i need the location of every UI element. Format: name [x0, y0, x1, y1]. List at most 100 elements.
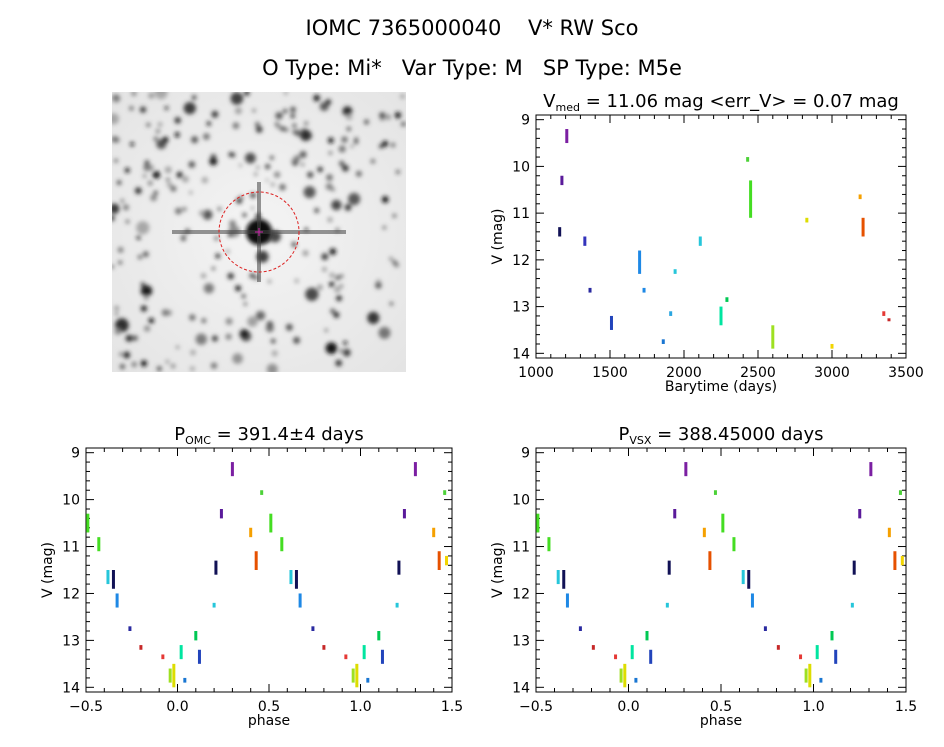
sky-star [140, 282, 145, 287]
sky-star [136, 235, 141, 240]
sky-star [195, 333, 207, 345]
sky-star [333, 312, 340, 318]
sky-star [400, 94, 405, 99]
sky-star [157, 122, 163, 127]
lc-phase-omc-title: POMC = 391.4±4 days [174, 424, 364, 447]
sky-star [325, 183, 333, 190]
lc-phase-vsx-data-point [649, 649, 653, 664]
lc-phase-omc-data-point [214, 560, 218, 575]
sky-star [189, 190, 193, 195]
lc-time-ytick-label: 12 [512, 253, 530, 269]
sky-star [174, 117, 181, 124]
sky-star [367, 311, 380, 324]
figure-title-star-id: IOMC 7365000040 V* RW Sco [305, 16, 639, 40]
sky-star [330, 308, 336, 314]
lc-phase-omc-data-point [97, 537, 101, 552]
sky-star [348, 192, 361, 206]
lc-time-data-point [583, 236, 587, 246]
lc-phase-omc-data-point [311, 626, 315, 631]
lc-phase-vsx-data-point [565, 593, 569, 608]
lc-time-data-point [725, 297, 729, 302]
sky-star [252, 108, 256, 113]
sky-star [182, 207, 187, 212]
lc-phase-omc-data-point [298, 593, 302, 608]
sky-star [241, 294, 246, 299]
sky-star [294, 155, 301, 162]
sky-star [280, 126, 285, 131]
lc-phase-omc-data-point [413, 462, 417, 477]
sky-star [302, 250, 309, 257]
lc-phase-omc-data-point [280, 537, 284, 552]
sky-star [275, 112, 283, 120]
sky-star [279, 184, 286, 191]
sky-star [270, 338, 276, 344]
sky-star [137, 254, 143, 260]
lc-phase-vsx-data-point [850, 602, 854, 608]
sky-star [290, 106, 296, 113]
sky-star [148, 317, 155, 324]
lc-time-xlabel: Barytime (days) [665, 379, 777, 395]
lc-phase-omc-xtick-label: 1.0 [349, 699, 371, 715]
lc-time-xtick-label: 2000 [666, 365, 702, 381]
lc-phase-omc-data-point [445, 555, 449, 566]
sky-star [346, 126, 351, 132]
lc-phase-vsx-xtick-label: 0.0 [617, 699, 639, 715]
lc-time-xtick-label: 1500 [592, 365, 628, 381]
sky-star [203, 133, 210, 140]
lc-phase-vsx-ylabel: V (mag) [490, 542, 506, 598]
sky-star [156, 366, 162, 372]
lc-phase-omc-xtick-label: −0.5 [69, 699, 103, 715]
lc-phase-vsx-xtick-label: −0.5 [519, 699, 553, 715]
sky-star [283, 92, 288, 95]
sky-star [290, 113, 295, 119]
lc-phase-omc-data-point [139, 645, 143, 650]
lc-phase-vsx-ytick-label: 9 [521, 446, 530, 462]
lc-phase-vsx-data-point [804, 668, 808, 683]
lc-phase-omc-data-point [395, 602, 399, 608]
sky-star [118, 260, 122, 265]
lc-phase-vsx-data-point [808, 663, 812, 688]
lc-phase-vsx-data-point [852, 560, 856, 575]
lc-phase-omc-data-point [432, 527, 436, 538]
sky-star [144, 325, 151, 332]
lc-phase-vsx-data-point [893, 551, 897, 570]
lc-phase-omc-data-point [437, 551, 441, 570]
lc-time-ytick-label: 9 [521, 113, 530, 129]
sky-star [170, 185, 177, 192]
sky-star [136, 221, 150, 235]
lc-phase-omc-data-point [362, 645, 366, 660]
sky-star [213, 235, 219, 241]
sky-star [123, 351, 131, 359]
lc-phase-omc-data-point [366, 677, 370, 683]
sky-star [181, 233, 186, 238]
lc-phase-omc-data-point [260, 490, 264, 495]
sky-star [338, 145, 346, 153]
lc-phase-omc-ytick-label: 11 [62, 540, 80, 556]
sky-star [175, 207, 182, 215]
sky-star [292, 160, 298, 166]
sky-star [140, 305, 147, 312]
lc-phase-omc-data-point [322, 645, 326, 650]
lc-time-data-point [698, 236, 702, 246]
sky-star [389, 257, 393, 261]
sky-star [130, 142, 135, 147]
lc-phase-omc-data-point [128, 626, 132, 631]
lc-phase-vsx-data-point [741, 570, 745, 585]
sky-star [389, 302, 394, 306]
sky-star [353, 139, 359, 145]
sky-star [379, 144, 384, 149]
lc-phase-omc-data-point [397, 560, 401, 575]
lc-phase-vsx-data-point [614, 654, 618, 660]
sky-star [114, 328, 122, 335]
lc-phase-vsx-data-point [702, 527, 706, 538]
lc-phase-vsx-data-point [634, 677, 638, 683]
lc-phase-omc-data-point [183, 677, 187, 683]
lc-phase-vsx-xlabel: phase [700, 713, 742, 729]
sky-star [255, 122, 260, 127]
lc-phase-omc-data-point [380, 649, 384, 664]
lc-phase-vsx-ytick-label: 13 [512, 633, 530, 649]
sky-star [375, 282, 382, 289]
lc-phase-vsx-xtick-label: 0.5 [710, 699, 732, 715]
sky-star [317, 284, 323, 291]
sky-star [176, 171, 183, 178]
